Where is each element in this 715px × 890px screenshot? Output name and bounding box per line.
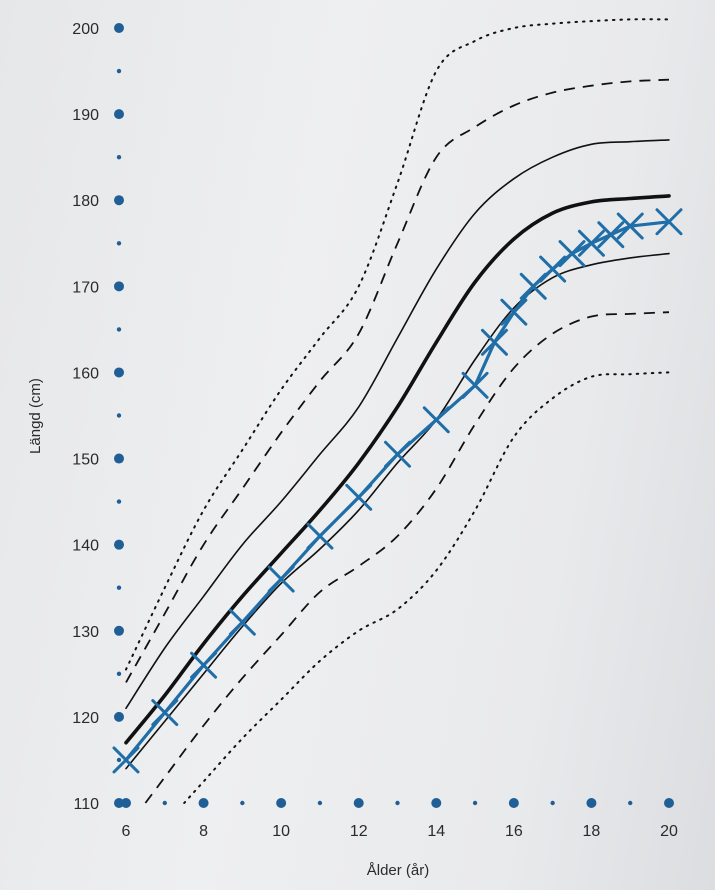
reference-curve-dashed — [144, 311, 670, 804]
x-minor-tick-dot — [317, 800, 323, 806]
y-tick-label: 150 — [72, 452, 99, 469]
y-tick-label: 130 — [72, 624, 99, 641]
y-tick-dot — [114, 367, 124, 378]
data-point-marker — [577, 229, 605, 257]
x-minor-tick-dot — [550, 800, 555, 806]
x-tick-dot — [431, 798, 442, 808]
data-point-marker — [228, 608, 256, 636]
y-tick-label: 120 — [72, 710, 99, 727]
x-tick-label: 10 — [272, 823, 290, 840]
x-tick-dot — [198, 798, 209, 808]
reference-curve-thin — [125, 252, 670, 770]
x-minor-tick-dot — [240, 800, 245, 806]
y-minor-tick-dot — [116, 499, 122, 504]
reference-curve-dotted — [125, 18, 670, 671]
y-minor-tick-dot — [116, 757, 122, 763]
x-tick-label: 18 — [583, 823, 601, 840]
y-axis: 110 120 130 140 150 160 170 180 190 200 — [72, 21, 124, 813]
x-minor-tick-dot — [628, 800, 633, 806]
x-tick-label: 14 — [427, 823, 445, 840]
data-point-marker — [558, 240, 586, 268]
x-axis: 6 8 10 12 14 16 18 20 — [121, 798, 678, 840]
y-tick-dot — [114, 195, 124, 206]
x-axis-title: Ålder (år) — [367, 862, 430, 879]
reference-curve-dotted — [183, 371, 670, 804]
data-point-marker — [597, 221, 625, 249]
reference-curve-dashed — [125, 78, 670, 683]
reference-curve-thick — [124, 194, 671, 745]
x-tick-dot — [508, 798, 519, 808]
data-point-marker — [500, 298, 528, 326]
data-point-marker — [519, 272, 547, 300]
x-tick-label: 6 — [122, 823, 131, 840]
x-minor-tick-dot — [472, 800, 478, 806]
y-tick-dot — [114, 109, 124, 120]
data-point-marker — [267, 565, 295, 593]
y-tick-label: 180 — [72, 193, 99, 210]
data-point-marker — [480, 328, 508, 356]
y-tick-label: 110 — [73, 796, 99, 813]
y-tick-label: 140 — [72, 538, 99, 555]
y-minor-tick-dot — [116, 585, 122, 590]
x-tick-dot — [121, 798, 131, 808]
reference-curve-thin — [125, 139, 670, 710]
measured-series-line — [124, 220, 670, 761]
y-axis-title: Längd (cm) — [27, 378, 44, 454]
x-tick-dot — [586, 798, 597, 808]
x-tick-dot — [353, 798, 364, 808]
x-tick-label: 8 — [199, 823, 208, 840]
measured-series — [112, 208, 683, 774]
data-point-marker — [655, 208, 683, 236]
x-tick-label: 12 — [350, 823, 368, 840]
y-minor-tick-dot — [116, 154, 122, 160]
x-tick-dot — [276, 798, 287, 808]
x-minor-tick-dot — [395, 800, 400, 806]
y-tick-dot — [114, 281, 124, 292]
y-minor-tick-dot — [116, 68, 122, 74]
x-tick-label: 20 — [660, 823, 678, 840]
y-tick-label: 190 — [72, 107, 99, 124]
y-minor-tick-dot — [116, 327, 122, 332]
y-tick-dot — [114, 23, 124, 33]
data-point-marker — [616, 212, 644, 240]
x-tick-dot — [664, 798, 674, 808]
data-point-marker — [306, 522, 334, 550]
y-minor-tick-dot — [116, 671, 122, 677]
x-tick-label: 16 — [505, 823, 523, 840]
y-tick-label: 160 — [72, 365, 99, 382]
y-tick-dot — [114, 625, 124, 636]
data-point-marker — [151, 699, 179, 727]
data-point-marker — [539, 255, 567, 283]
data-point-marker — [112, 746, 140, 774]
data-point-marker — [422, 406, 450, 434]
y-tick-label: 170 — [72, 279, 99, 296]
data-point-marker — [461, 371, 489, 399]
data-point-marker — [345, 483, 373, 511]
y-tick-dot — [114, 798, 124, 808]
reference-curves — [124, 18, 671, 804]
data-point-marker — [384, 440, 411, 468]
y-minor-tick-dot — [116, 413, 122, 418]
y-minor-tick-dot — [116, 241, 122, 246]
y-tick-label: 200 — [72, 21, 99, 38]
y-tick-dot — [114, 539, 124, 550]
y-tick-dot — [114, 453, 124, 464]
data-point-marker — [190, 651, 218, 679]
x-minor-tick-dot — [162, 800, 167, 806]
y-tick-dot — [114, 711, 124, 722]
